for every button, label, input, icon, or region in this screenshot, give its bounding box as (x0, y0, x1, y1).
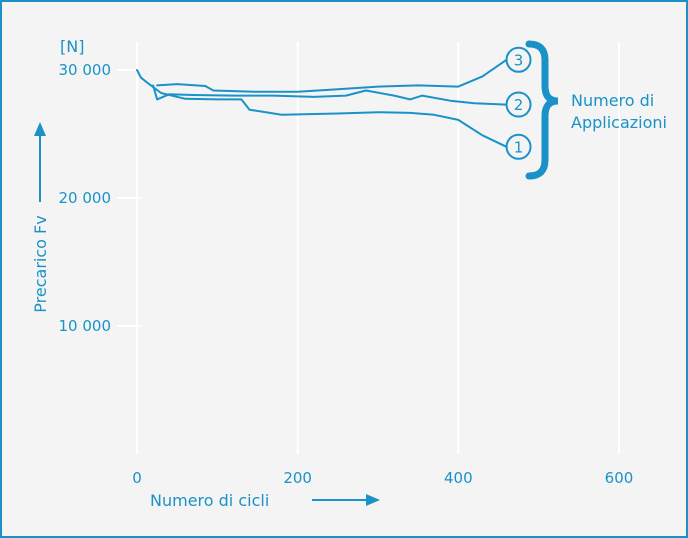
series-line-1 (136, 69, 508, 148)
x-axis-arrow-head (366, 494, 380, 506)
y-axis-label: Precarico Fv (31, 215, 50, 312)
legend-title-line-0: Numero di (571, 91, 654, 110)
y-axis-arrow-head (34, 122, 46, 136)
y-tick-label-1: 20 000 (59, 189, 112, 207)
y-tick-label-0: 10 000 (59, 317, 112, 335)
y-tick-label-2: 30 000 (59, 61, 112, 79)
x-tick-label-2: 400 (444, 469, 473, 487)
x-axis-label: Numero di cicli (150, 491, 269, 510)
series-marker-circle-3 (505, 46, 532, 73)
legend-brace (525, 40, 559, 180)
legend-title-line-1: Applicazioni (571, 113, 667, 132)
x-tick-label-3: 600 (605, 469, 634, 487)
series-marker-3: 3 (505, 46, 532, 73)
series-marker-circle-2 (505, 91, 532, 118)
series-marker-label-3: 3 (514, 51, 524, 69)
x-tick-label-1: 200 (283, 469, 312, 487)
x-tick-label-0: 0 (132, 469, 142, 487)
series-marker-label-1: 1 (514, 138, 524, 156)
series-marker-label-2: 2 (514, 96, 524, 114)
series-marker-circle-1 (505, 133, 532, 160)
series-line-3 (156, 58, 508, 93)
y-unit-label: [N] (60, 37, 84, 56)
series-marker-2: 2 (505, 91, 532, 118)
series-marker-1: 1 (505, 133, 532, 160)
series-line-2 (152, 84, 508, 106)
